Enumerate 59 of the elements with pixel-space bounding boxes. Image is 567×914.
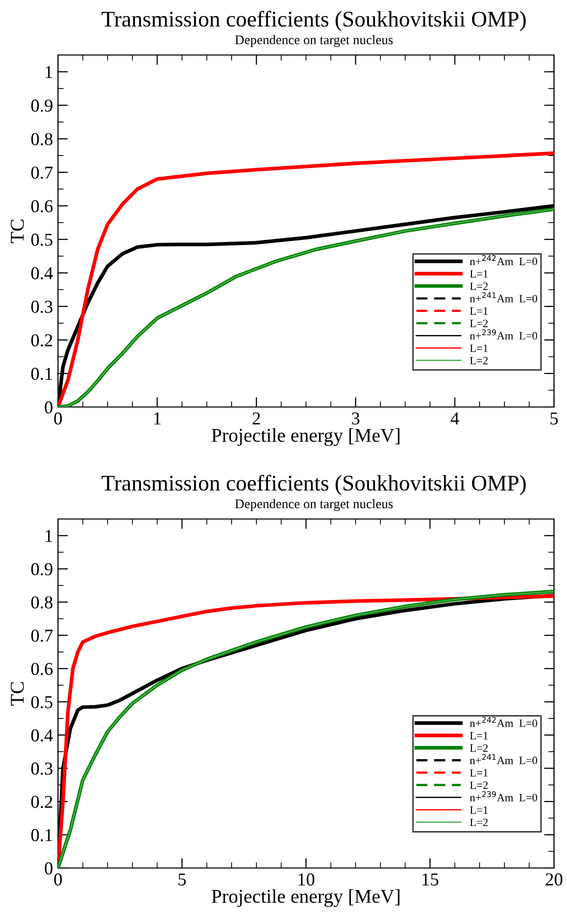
x-tick-label: 5 — [550, 412, 558, 425]
legend-label: n+$^{241}$Am L=0 — [470, 292, 538, 302]
legend-label: L=2 — [470, 356, 488, 364]
y-tick-label: 0.3 — [31, 762, 52, 775]
legend-label: L=1 — [470, 307, 488, 315]
chart-title: Transmission coefficients (Soukhovitskii OMP) — [102, 474, 526, 496]
x-tick-label: 4 — [450, 412, 460, 424]
y-tick-label: 1 — [46, 530, 52, 542]
y-tick-label: 0.9 — [31, 563, 52, 576]
legend-label: L=1 — [470, 806, 488, 814]
x-tick-label: 10 — [298, 873, 314, 886]
y-tick-label: 0.2 — [31, 334, 52, 346]
y-tick-label: 0.1 — [31, 368, 52, 380]
y-tick-label: 0.4 — [31, 729, 53, 742]
legend-label: L=2 — [470, 282, 488, 290]
legend-label: L=2 — [470, 744, 488, 752]
y-tick-label: 0.9 — [31, 100, 52, 112]
x-tick-label: 2 — [252, 412, 260, 424]
y-tick-label: 0.7 — [31, 630, 53, 642]
x-tick-label: 15 — [422, 873, 438, 886]
x-tick-label: 0 — [54, 412, 62, 425]
chart-title: Transmission coefficients (Soukhovitskii OMP) — [102, 10, 526, 32]
y-tick-label: 0.6 — [31, 662, 53, 676]
legend-label: L=2 — [470, 818, 488, 826]
legend-label: n+$^{239}$Am L=0 — [470, 329, 538, 340]
legend-label: L=1 — [470, 344, 488, 352]
legend-label: n+$^{239}$Am L=0 — [470, 791, 538, 802]
legend-label: n+$^{241}$Am L=0 — [470, 754, 538, 764]
x-tick-label: 1 — [154, 412, 161, 424]
y-tick-label: 0.1 — [31, 829, 52, 842]
x-axis-title: Projectile energy [MeV] — [212, 889, 400, 907]
x-tick-label: 5 — [178, 874, 186, 886]
y-tick-label: 0.6 — [31, 200, 53, 212]
legend-label: L=1 — [470, 732, 488, 740]
y-axis-title: TC — [10, 220, 24, 244]
x-tick-label: 20 — [546, 873, 562, 886]
y-tick-label: 0.8 — [31, 133, 52, 146]
y-tick-label: 1 — [46, 66, 52, 78]
x-tick-label: 0 — [54, 873, 62, 886]
y-tick-label: 0.4 — [31, 267, 53, 280]
y-tick-label: 0 — [44, 401, 52, 414]
y-tick-label: 0 — [44, 862, 52, 874]
y-tick-label: 0.5 — [31, 234, 52, 246]
legend-label: L=1 — [470, 769, 488, 777]
y-tick-label: 0.5 — [31, 696, 52, 708]
x-tick-label: 3 — [352, 412, 360, 425]
chart-subtitle: Dependence on target nucleus — [235, 499, 393, 511]
y-axis-title: TC — [10, 682, 24, 706]
x-axis-title: Projectile energy [MeV] — [212, 428, 400, 446]
y-tick-label: 0.8 — [31, 596, 52, 609]
chart-subtitle: Dependence on target nucleus — [235, 35, 393, 47]
legend-label: L=2 — [470, 782, 488, 789]
legend-label: n+$^{242}$Am L=0 — [470, 255, 538, 266]
y-tick-label: 0.7 — [31, 166, 53, 179]
legend-label: n+$^{242}$Am L=0 — [470, 716, 538, 727]
y-tick-label: 0.2 — [31, 796, 52, 808]
y-tick-label: 0.3 — [31, 300, 52, 313]
legend-label: L=2 — [470, 320, 488, 328]
legend-label: L=1 — [470, 270, 488, 278]
